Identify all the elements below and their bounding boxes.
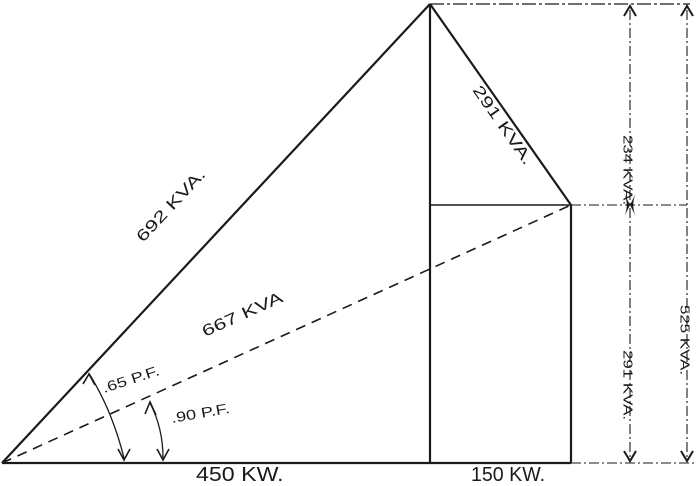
svg-text:525 KVA.: 525 KVA. — [677, 305, 692, 375]
svg-text:450 KW.: 450 KW. — [196, 463, 284, 486]
svg-text:234 KVA.: 234 KVA. — [620, 135, 635, 205]
svg-text:291 KVA.: 291 KVA. — [620, 350, 635, 420]
svg-text:150 KW.: 150 KW. — [471, 464, 545, 486]
